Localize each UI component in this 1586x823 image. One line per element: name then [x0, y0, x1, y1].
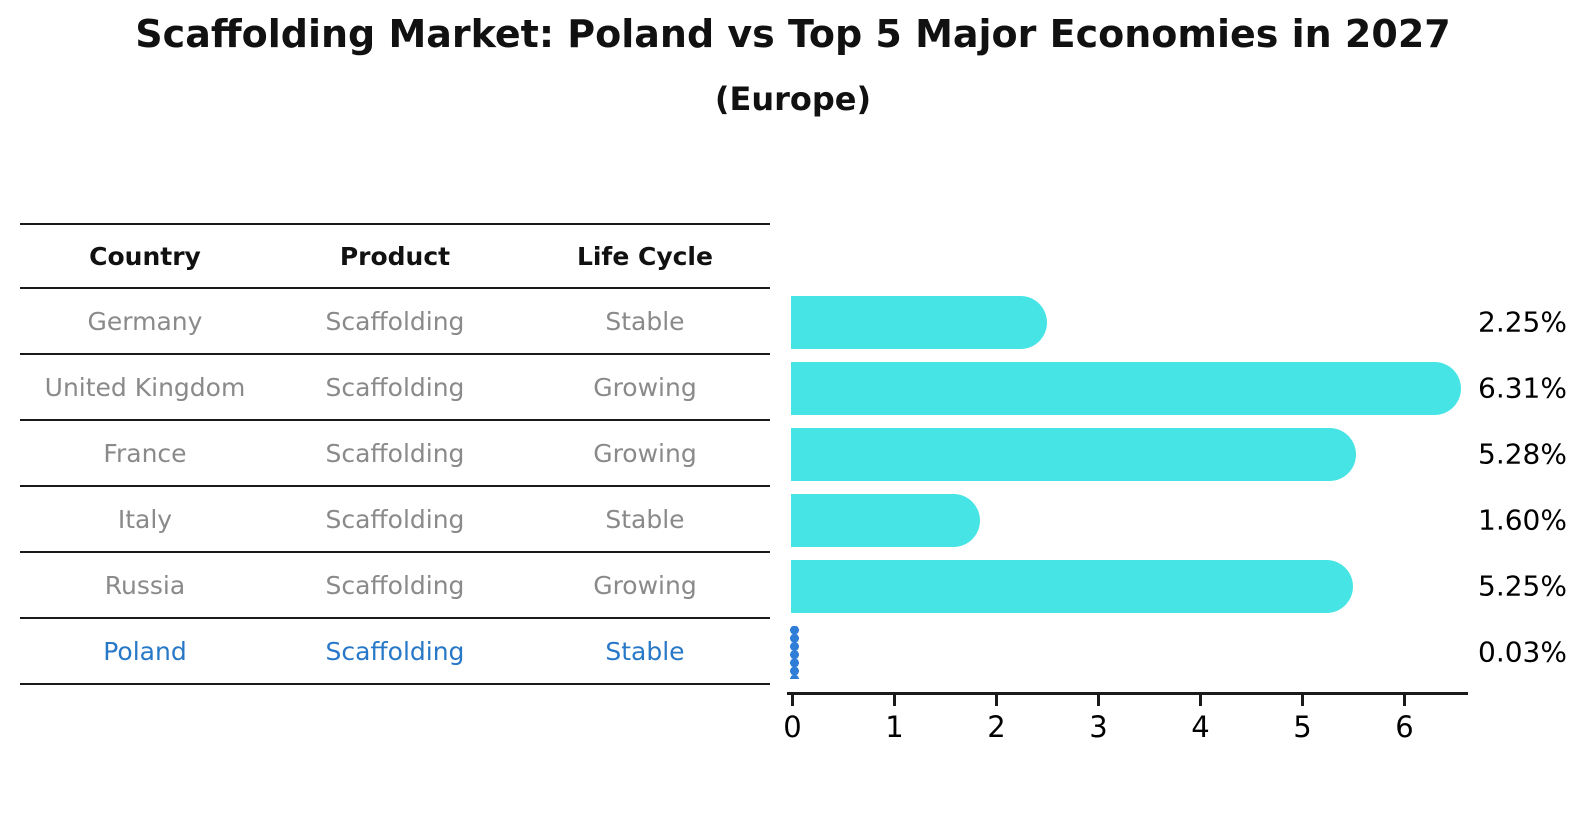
- value-label-france: 5.28%: [1478, 437, 1567, 471]
- x-tick-6: [1403, 695, 1406, 706]
- product-cell: Scaffolding: [325, 636, 465, 666]
- x-tick-label-4: 4: [1191, 710, 1210, 744]
- table-row-united-kingdom: United Kingdom Scaffolding Growing: [20, 355, 770, 421]
- life-cycle-cell: Growing: [593, 438, 697, 468]
- life-cycle-cell: Growing: [593, 372, 697, 402]
- x-tick-label-2: 2: [987, 710, 1006, 744]
- x-tick-2: [995, 695, 998, 706]
- x-axis-line: [787, 692, 1468, 695]
- x-tick-label-6: 6: [1395, 710, 1414, 744]
- product-cell: Scaffolding: [325, 504, 465, 534]
- chart-subtitle: (Europe): [714, 80, 872, 118]
- product-cell: Scaffolding: [325, 306, 465, 336]
- country-cell: Russia: [104, 570, 186, 600]
- value-label-united-kingdom: 6.31%: [1478, 371, 1567, 405]
- x-tick-label-3: 3: [1089, 710, 1108, 744]
- country-table: Country Product Life Cycle Germany Scaffold…: [20, 223, 770, 685]
- product-cell: Scaffolding: [325, 570, 465, 600]
- table-header-row: Country Product Life Cycle: [20, 223, 770, 289]
- column-header-product: Product: [339, 241, 451, 271]
- table-body: Germany Scaffolding Stable United Kingdom Sc…: [20, 289, 770, 685]
- value-label-russia: 5.25%: [1478, 569, 1567, 603]
- country-cell: France: [103, 438, 187, 468]
- x-tick-5: [1301, 695, 1304, 706]
- bar-france: [791, 427, 1356, 481]
- country-cell: United Kingdom: [44, 372, 246, 402]
- column-header-life-cycle: Life Cycle: [576, 241, 713, 271]
- x-tick-4: [1199, 695, 1202, 706]
- life-cycle-cell: Growing: [593, 570, 697, 600]
- value-label-poland: 0.03%: [1478, 635, 1567, 669]
- bar-russia: [791, 559, 1353, 613]
- table-row-poland: Poland Scaffolding Stable: [20, 619, 770, 685]
- life-cycle-cell: Stable: [605, 504, 685, 534]
- country-cell: Italy: [117, 504, 173, 534]
- value-label-germany: 2.25%: [1478, 305, 1567, 339]
- table-row-russia: Russia Scaffolding Growing: [20, 553, 770, 619]
- x-tick-3: [1097, 695, 1100, 706]
- table-row-france: France Scaffolding Growing: [20, 421, 770, 487]
- bar-italy: [791, 493, 981, 547]
- country-cell: Germany: [87, 306, 203, 336]
- bar-poland: [790, 625, 799, 679]
- x-tick-0: [791, 695, 794, 706]
- bar-united-kingdom: [791, 361, 1461, 415]
- x-tick-1: [893, 695, 896, 706]
- country-cell: Poland: [103, 636, 187, 666]
- x-tick-label-5: 5: [1293, 710, 1312, 744]
- table-row-germany: Germany Scaffolding Stable: [20, 289, 770, 355]
- x-tick-label-0: 0: [783, 710, 802, 744]
- chart-title: Scaffolding Market: Poland vs Top 5 Majo…: [135, 12, 1451, 56]
- table-row-italy: Italy Scaffolding Stable: [20, 487, 770, 553]
- product-cell: Scaffolding: [325, 438, 465, 468]
- life-cycle-cell: Stable: [605, 306, 685, 336]
- x-tick-label-1: 1: [885, 710, 904, 744]
- product-cell: Scaffolding: [325, 372, 465, 402]
- life-cycle-cell: Stable: [605, 636, 685, 666]
- value-label-italy: 1.60%: [1478, 503, 1567, 537]
- bar-germany: [791, 295, 1047, 349]
- column-header-country: Country: [89, 241, 201, 271]
